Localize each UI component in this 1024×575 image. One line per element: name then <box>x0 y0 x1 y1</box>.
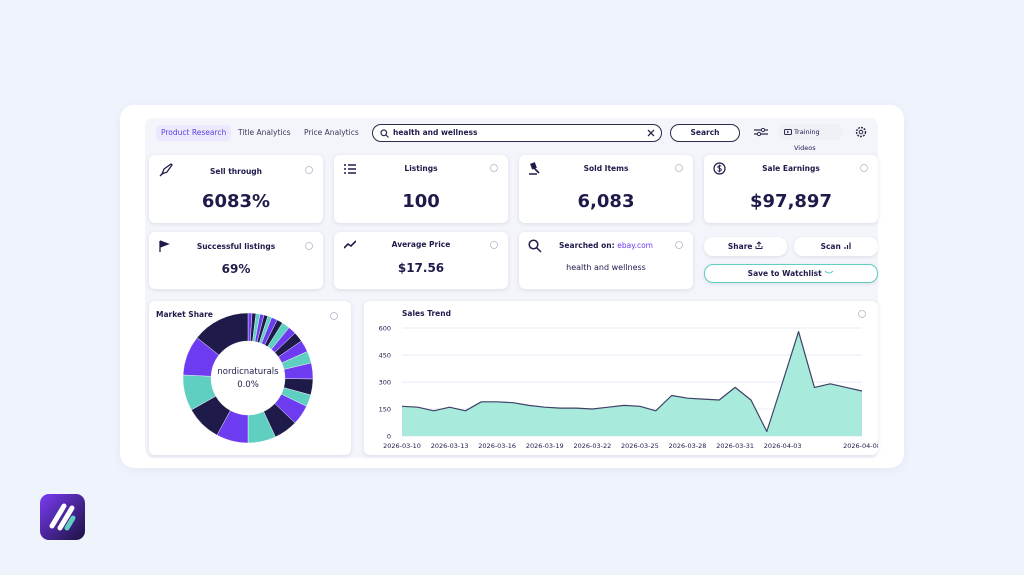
x-tick-label: 2026-03-25 <box>621 442 659 450</box>
filter-icon[interactable] <box>754 127 768 137</box>
video-icon <box>784 129 792 135</box>
scan-button[interactable]: Scan <box>794 237 878 256</box>
search-query: health and wellness <box>393 128 478 137</box>
share-button[interactable]: Share <box>704 237 787 256</box>
x-tick-label: 2026-03-28 <box>669 442 707 450</box>
x-tick-label: 2026-04-03 <box>764 442 802 450</box>
chart-title: Sales Trend <box>402 309 451 318</box>
searched-query: health and wellness <box>566 263 646 272</box>
sales-trend-card: Sales Trend 0 150 300 450 600 2026-03-10 2026-… <box>364 301 881 455</box>
scan-icon <box>844 242 852 249</box>
y-tick-label: 450 <box>379 352 391 360</box>
stat-label: Listings <box>404 164 438 173</box>
stat-value: 100 <box>402 191 440 212</box>
chart-title: Market Share <box>156 310 213 319</box>
stat-value: 6,083 <box>577 191 635 212</box>
center-name: nordicnaturals <box>217 367 279 377</box>
flag-icon <box>159 240 170 252</box>
training-button[interactable]: Training Videos <box>779 124 843 152</box>
search-icon <box>380 129 389 138</box>
searched-site[interactable]: ebay.com <box>617 241 653 250</box>
stat-card: Average Price $17.56 <box>334 232 508 289</box>
market-share-card: Market Share nordicnaturals 0.0% <box>149 301 351 455</box>
stat-label: Average Price <box>391 240 451 249</box>
stat-value: $17.56 <box>397 261 445 275</box>
watchlist-icon <box>824 270 834 274</box>
search-icon <box>528 239 542 253</box>
x-tick-label: 2026-04-08 <box>843 442 878 450</box>
y-tick-label: 600 <box>379 325 391 333</box>
stat-label: Sale Earnings <box>762 164 820 173</box>
stat-card: Successful listings 69% <box>149 232 323 289</box>
search-box[interactable]: health and wellness <box>372 124 662 142</box>
stat-value: 69% <box>221 262 251 276</box>
x-tick-label: 2026-03-10 <box>383 442 421 450</box>
search-button[interactable]: Search <box>670 124 740 142</box>
stat-value: $97,897 <box>750 191 832 212</box>
search-info-card: Searched on: ebay.com health and wellnes… <box>519 232 693 289</box>
trend-icon <box>344 240 356 249</box>
market-share-chart: Market Share nordicnaturals 0.0% <box>156 310 314 444</box>
line <box>401 331 863 433</box>
stat-card: Sell through 6083% <box>149 155 323 223</box>
tab[interactable]: Product Research <box>156 125 232 141</box>
pie-slice <box>196 312 249 356</box>
scan-label: Scan <box>820 242 841 251</box>
center-value: 0.0% <box>237 380 259 390</box>
stat-label: Sold Items <box>583 164 629 173</box>
stat-label: Successful listings <box>196 242 276 251</box>
area <box>402 331 862 436</box>
dollar-icon <box>713 162 726 175</box>
stat-card: Listings 100 <box>334 155 508 223</box>
sales-trend-chart: Sales Trend 0 150 300 450 600 2026-03-10 2026-… <box>379 309 881 450</box>
share-icon <box>755 241 763 249</box>
stat-value: 6083% <box>201 191 271 212</box>
x-tick-label: 2026-03-19 <box>526 442 564 450</box>
list-icon <box>344 164 356 174</box>
searched-on: Searched on: ebay.com <box>519 241 693 250</box>
stat-card: Sale Earnings $97,897 <box>704 155 878 223</box>
share-label: Share <box>727 242 753 251</box>
settings-icon[interactable] <box>855 126 867 138</box>
x-tick-label: 2026-03-16 <box>478 442 516 450</box>
gavel-icon <box>529 162 540 175</box>
watchlist-label: Save to Watchlist <box>747 269 822 278</box>
app-logo[interactable] <box>40 494 85 540</box>
y-tick-label: 0 <box>387 433 391 441</box>
x-tick-label: 2026-03-22 <box>573 442 611 450</box>
clear-icon[interactable] <box>647 129 655 137</box>
searched-label: Searched on: <box>559 241 615 250</box>
x-tick-label: 2026-03-31 <box>716 442 754 450</box>
y-tick-label: 150 <box>379 406 391 414</box>
tab[interactable]: Title Analytics <box>238 128 291 137</box>
rocket-icon <box>159 163 173 177</box>
stat-label: Sell through <box>209 167 263 176</box>
x-tick-label: 2026-03-13 <box>431 442 469 450</box>
watchlist-button[interactable]: Save to Watchlist <box>704 264 878 283</box>
tab[interactable]: Price Analytics <box>304 128 359 137</box>
y-tick-label: 300 <box>379 379 391 387</box>
stat-card: Sold Items 6,083 <box>519 155 693 223</box>
training-label: Training Videos <box>794 128 820 152</box>
